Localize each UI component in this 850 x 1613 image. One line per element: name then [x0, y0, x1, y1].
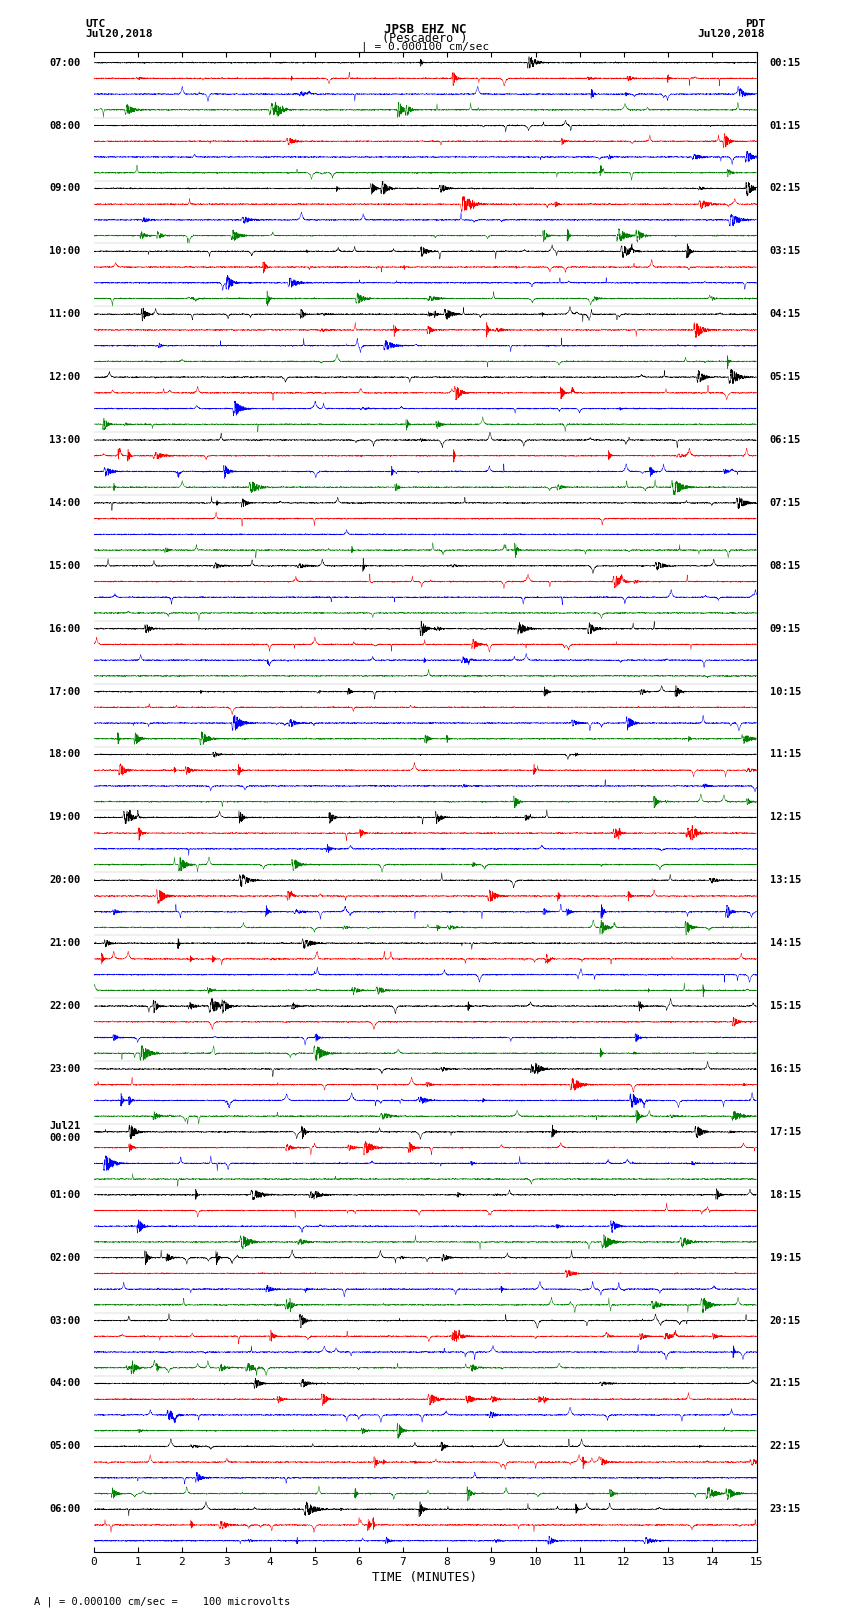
Text: (Pescadero ): (Pescadero ) — [382, 32, 468, 45]
Text: 20:15: 20:15 — [770, 1316, 801, 1326]
Text: 19:15: 19:15 — [770, 1253, 801, 1263]
Text: 18:15: 18:15 — [770, 1190, 801, 1200]
Text: 01:00: 01:00 — [49, 1190, 80, 1200]
Text: JPSB EHZ NC: JPSB EHZ NC — [383, 23, 467, 35]
Text: Jul21
00:00: Jul21 00:00 — [49, 1121, 80, 1142]
Text: 21:00: 21:00 — [49, 939, 80, 948]
Text: 17:00: 17:00 — [49, 687, 80, 697]
Text: UTC: UTC — [85, 19, 105, 29]
Text: 03:00: 03:00 — [49, 1316, 80, 1326]
Text: 12:15: 12:15 — [770, 813, 801, 823]
Text: 02:00: 02:00 — [49, 1253, 80, 1263]
Text: Jul20,2018: Jul20,2018 — [85, 29, 152, 39]
Text: 00:15: 00:15 — [770, 58, 801, 68]
Text: 17:15: 17:15 — [770, 1127, 801, 1137]
Text: 19:00: 19:00 — [49, 813, 80, 823]
Text: Jul20,2018: Jul20,2018 — [698, 29, 765, 39]
Text: 11:15: 11:15 — [770, 750, 801, 760]
Text: 08:00: 08:00 — [49, 121, 80, 131]
Text: 14:00: 14:00 — [49, 498, 80, 508]
Text: 22:00: 22:00 — [49, 1002, 80, 1011]
Text: 13:15: 13:15 — [770, 876, 801, 886]
Text: 22:15: 22:15 — [770, 1442, 801, 1452]
Text: 06:15: 06:15 — [770, 436, 801, 445]
Text: 11:00: 11:00 — [49, 310, 80, 319]
Text: 12:00: 12:00 — [49, 373, 80, 382]
Text: 20:00: 20:00 — [49, 876, 80, 886]
Text: 16:00: 16:00 — [49, 624, 80, 634]
Text: 09:00: 09:00 — [49, 184, 80, 194]
Text: 03:15: 03:15 — [770, 247, 801, 256]
Text: 07:15: 07:15 — [770, 498, 801, 508]
Text: 18:00: 18:00 — [49, 750, 80, 760]
Text: 07:00: 07:00 — [49, 58, 80, 68]
Text: 06:00: 06:00 — [49, 1505, 80, 1515]
Text: 23:00: 23:00 — [49, 1065, 80, 1074]
Text: | = 0.000100 cm/sec: | = 0.000100 cm/sec — [361, 42, 489, 53]
Text: 04:00: 04:00 — [49, 1379, 80, 1389]
Text: A | = 0.000100 cm/sec =    100 microvolts: A | = 0.000100 cm/sec = 100 microvolts — [34, 1595, 290, 1607]
Text: 08:15: 08:15 — [770, 561, 801, 571]
Text: 16:15: 16:15 — [770, 1065, 801, 1074]
Text: 15:00: 15:00 — [49, 561, 80, 571]
Text: 05:00: 05:00 — [49, 1442, 80, 1452]
Text: 02:15: 02:15 — [770, 184, 801, 194]
Text: 04:15: 04:15 — [770, 310, 801, 319]
Text: 10:00: 10:00 — [49, 247, 80, 256]
Text: 13:00: 13:00 — [49, 436, 80, 445]
Text: PDT: PDT — [745, 19, 765, 29]
Text: 23:15: 23:15 — [770, 1505, 801, 1515]
Text: 05:15: 05:15 — [770, 373, 801, 382]
Text: 21:15: 21:15 — [770, 1379, 801, 1389]
Text: 15:15: 15:15 — [770, 1002, 801, 1011]
Text: 09:15: 09:15 — [770, 624, 801, 634]
Text: 14:15: 14:15 — [770, 939, 801, 948]
X-axis label: TIME (MINUTES): TIME (MINUTES) — [372, 1571, 478, 1584]
Text: 10:15: 10:15 — [770, 687, 801, 697]
Text: 01:15: 01:15 — [770, 121, 801, 131]
